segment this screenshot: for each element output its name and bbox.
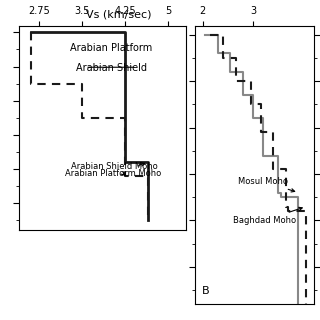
Text: Arabian Shield: Arabian Shield [76, 63, 147, 73]
Text: Arabian Shield Moho: Arabian Shield Moho [71, 162, 157, 175]
Text: Arabian Platform Moho: Arabian Platform Moho [65, 163, 161, 178]
Text: Vs (km/sec): Vs (km/sec) [86, 10, 151, 20]
Text: Baghdad Moho: Baghdad Moho [233, 207, 302, 225]
Text: Arabian Platform: Arabian Platform [70, 43, 152, 53]
Text: B: B [202, 286, 210, 296]
Text: Mosul Moho: Mosul Moho [238, 177, 295, 192]
